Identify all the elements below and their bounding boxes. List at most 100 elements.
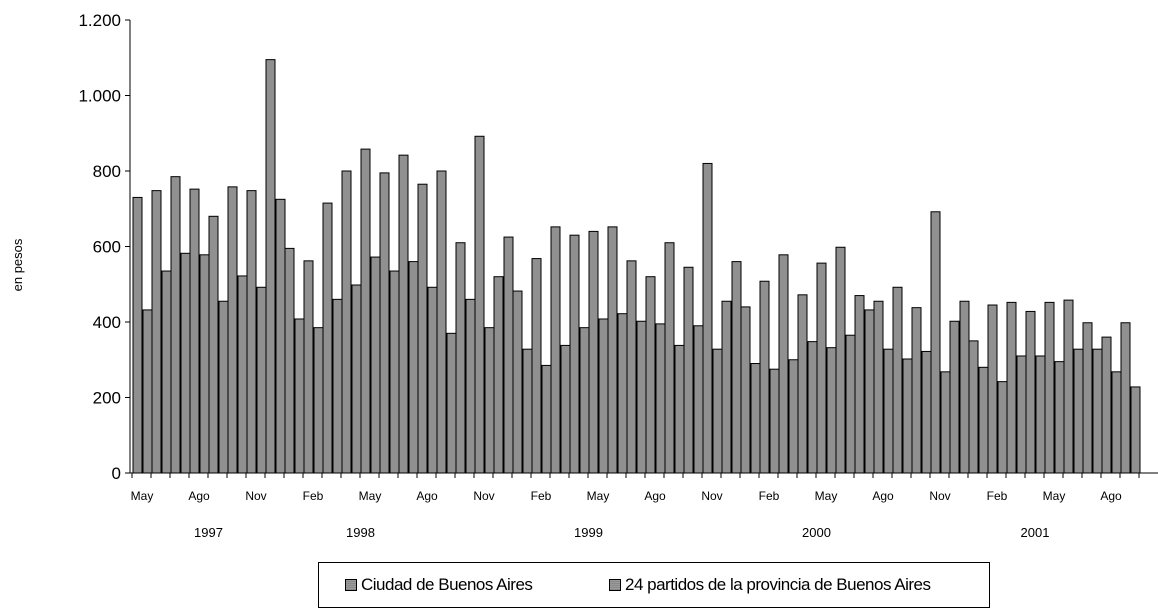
bar-partidos [389,270,400,474]
bar-partidos [142,309,153,474]
bar-partidos [484,327,495,474]
x-month-label: May [1043,489,1066,503]
bar-partidos [883,348,894,474]
bar-partidos [1016,355,1027,474]
bar-ciudad [1101,336,1112,474]
bar-ciudad [208,215,219,474]
y-axis-label: en pesos [10,238,25,291]
bar-ciudad [683,266,694,474]
x-month-label: Ago [188,489,210,503]
bar-partidos [731,261,742,474]
bar-partidos [864,309,875,474]
bar-partidos [503,236,514,474]
bar-partidos [1073,348,1084,474]
bar-partidos [959,300,970,474]
bar-partidos [541,364,552,474]
bar-partidos [294,318,305,474]
bar-partidos [256,286,267,474]
bar-ciudad [436,170,447,474]
x-month-label: Nov [473,489,494,503]
bar-ciudad [550,226,561,474]
bar-ciudad [1044,301,1055,474]
bar-partidos [769,368,780,474]
bar-ciudad [379,172,390,474]
bar-partidos [617,313,628,474]
x-month-label: Nov [701,489,722,503]
bar-ciudad [303,260,314,474]
bar-ciudad [721,300,732,474]
bar-partidos [788,359,799,474]
bar-partidos [1035,355,1046,474]
legend-swatch-icon [609,579,621,591]
bar-partidos [921,350,932,474]
bar-ciudad [189,188,200,474]
bar-ciudad [664,242,675,474]
bar-partidos [313,327,324,474]
bar-partidos [427,286,438,474]
y-tick-label: 800 [93,162,121,181]
bar-partidos [978,366,989,474]
x-month-label: Feb [531,489,552,503]
bar-partidos [199,254,210,474]
bar-ciudad [455,242,466,474]
bar-ciudad [151,190,162,474]
bar-partidos [560,344,571,474]
bar-partidos [1092,348,1103,474]
y-tick-label: 600 [93,238,121,257]
bar-partidos [940,371,951,474]
bar-ciudad [531,258,542,474]
x-year-label: 2000 [802,525,831,540]
y-tick-label: 400 [93,313,121,332]
legend: Ciudad de Buenos Aires 24 partidos de la… [318,562,990,608]
bar-ciudad [284,247,295,474]
bar-ciudad [246,190,257,474]
x-year-label: 1997 [194,525,223,540]
bar-ciudad [949,320,960,474]
bar-ciudad [588,230,599,474]
x-month-label: Feb [759,489,780,503]
x-month-label: Ago [416,489,438,503]
bar-ciudad [930,211,941,474]
x-ticks: May Ago Nov Feb May Ago Nov Feb May Ago Nov Feb May A… [131,473,1140,540]
bar-ciudad [1006,301,1017,474]
x-year-label: 1998 [346,525,375,540]
bar-ciudad [854,295,865,474]
bar-ciudad [227,186,238,474]
bar-partidos [1054,361,1065,474]
bar-ciudad [626,260,637,474]
bar-ciudad [968,340,979,474]
legend-label: Ciudad de Buenos Aires [361,575,533,594]
x-year-label: 1999 [574,525,603,540]
bar-partidos [902,358,913,474]
bar-partidos [750,363,761,474]
bar-partidos [522,348,533,474]
legend-item-ciudad: Ciudad de Buenos Aires [345,575,533,595]
bar-ciudad [493,276,504,474]
x-month-label: Ago [1100,489,1122,503]
bar-partidos [465,298,476,474]
bar-ciudad [170,176,181,474]
bar-partidos [845,334,856,474]
bar-ciudad [1025,310,1036,474]
bar-ciudad [702,162,713,474]
bar-partidos [218,300,229,474]
x-month-label: Feb [303,489,324,503]
x-month-label: May [359,489,382,503]
bar-ciudad [474,135,485,474]
bar-ciudad [892,286,903,474]
bar-ciudad [835,246,846,474]
legend-item-partidos: 24 partidos de la provincia de Buenos Ai… [609,575,931,595]
bar-ciudad [816,262,827,474]
bar-ciudad [322,202,333,474]
bar-partidos [332,298,343,474]
y-tick-label: 200 [93,389,121,408]
bar-partidos [598,318,609,474]
bar-partidos [807,341,818,474]
x-year-label: 2001 [1021,525,1050,540]
bar-ciudad [1082,322,1093,474]
bar-partidos [1130,386,1141,474]
bar-partidos [636,320,647,474]
bar-partidos [826,347,837,474]
bar-ciudad [1120,322,1131,474]
